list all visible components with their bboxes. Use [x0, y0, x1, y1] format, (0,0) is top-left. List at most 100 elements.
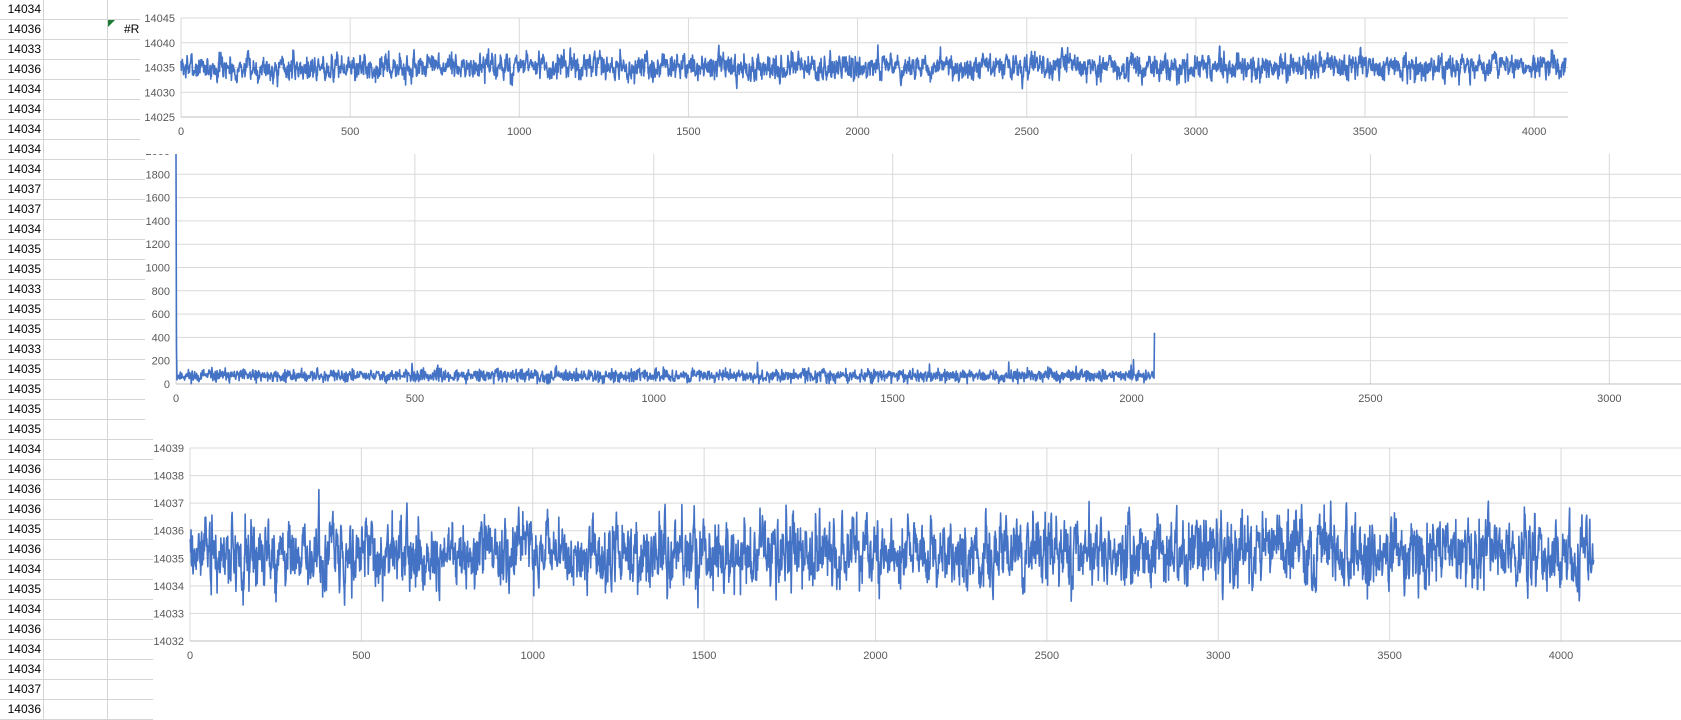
cell-b[interactable]: [44, 380, 108, 399]
sheet-row[interactable]: 14033: [0, 280, 160, 300]
cell-a[interactable]: 14036: [0, 620, 44, 639]
sheet-row[interactable]: 14036 #RI: [0, 20, 160, 40]
cell-a[interactable]: 14035: [0, 520, 44, 539]
cell-b[interactable]: [44, 100, 108, 119]
cell-a[interactable]: 14036: [0, 480, 44, 499]
cell-b[interactable]: [44, 640, 108, 659]
cell-a[interactable]: 14034: [0, 160, 44, 179]
sheet-row[interactable]: 14034: [0, 560, 160, 580]
cell-b[interactable]: [44, 60, 108, 79]
cell-b[interactable]: [44, 180, 108, 199]
sheet-row[interactable]: 14033: [0, 40, 160, 60]
sheet-row[interactable]: 14034: [0, 640, 160, 660]
cell-b[interactable]: [44, 480, 108, 499]
cell-a[interactable]: 14034: [0, 560, 44, 579]
sheet-row[interactable]: 14035: [0, 380, 160, 400]
cell-a[interactable]: 14035: [0, 580, 44, 599]
sheet-row[interactable]: 14034: [0, 140, 160, 160]
cell-b[interactable]: [44, 160, 108, 179]
cell-a[interactable]: 14036: [0, 60, 44, 79]
cell-b[interactable]: [44, 440, 108, 459]
cell-a[interactable]: 14035: [0, 300, 44, 319]
cell-b[interactable]: [44, 240, 108, 259]
cell-a[interactable]: 14034: [0, 100, 44, 119]
cell-b[interactable]: [44, 420, 108, 439]
sheet-row[interactable]: 14034: [0, 600, 160, 620]
sheet-row[interactable]: 14034: [0, 0, 160, 20]
cell-a[interactable]: 14036: [0, 20, 44, 39]
chart-bottom[interactable]: Titolo del grafico1403214033140341403514…: [153, 438, 1681, 720]
cell-b[interactable]: [44, 500, 108, 519]
sheet-row[interactable]: 14036: [0, 500, 160, 520]
cell-b[interactable]: [44, 660, 108, 679]
cell-a[interactable]: 14036: [0, 700, 44, 719]
cell-b[interactable]: [44, 680, 108, 699]
sheet-row[interactable]: 14035: [0, 400, 160, 420]
cell-a[interactable]: 14035: [0, 320, 44, 339]
cell-a[interactable]: 14037: [0, 180, 44, 199]
cell-b[interactable]: [44, 80, 108, 99]
sheet-row[interactable]: 14033: [0, 340, 160, 360]
cell-a[interactable]: 14033: [0, 340, 44, 359]
cell-b[interactable]: [44, 700, 108, 719]
cell-a[interactable]: 14035: [0, 400, 44, 419]
chart-middle[interactable]: 0 200 400 600 800 1000 1200 1400 1600 1800 2000 0 50…: [145, 154, 1681, 436]
cell-a[interactable]: 14035: [0, 260, 44, 279]
chart-top[interactable]: 14025 14030 14035 14040 14045 0 500 1000 1500 200…: [140, 0, 1681, 152]
sheet-row[interactable]: 14037: [0, 180, 160, 200]
cell-a[interactable]: 14035: [0, 360, 44, 379]
sheet-row[interactable]: 14034: [0, 160, 160, 180]
cell-a[interactable]: 14035: [0, 380, 44, 399]
cell-c[interactable]: #RI: [108, 20, 160, 39]
sheet-row[interactable]: 14035: [0, 580, 160, 600]
sheet-row[interactable]: 14035: [0, 520, 160, 540]
sheet-row[interactable]: 14034: [0, 660, 160, 680]
cell-b[interactable]: [44, 560, 108, 579]
cell-a[interactable]: 14036: [0, 460, 44, 479]
cell-a[interactable]: 14033: [0, 280, 44, 299]
cell-a[interactable]: 14035: [0, 240, 44, 259]
cell-a[interactable]: 14034: [0, 0, 44, 19]
sheet-row[interactable]: 14035: [0, 260, 160, 280]
sheet-row[interactable]: 14035: [0, 360, 160, 380]
cell-b[interactable]: [44, 400, 108, 419]
cell-b[interactable]: [44, 40, 108, 59]
cell-b[interactable]: [44, 120, 108, 139]
cell-b[interactable]: [44, 220, 108, 239]
cell-a[interactable]: 14034: [0, 140, 44, 159]
sheet-row[interactable]: 14034: [0, 440, 160, 460]
cell-b[interactable]: [44, 200, 108, 219]
cell-b[interactable]: [44, 580, 108, 599]
cell-a[interactable]: 14035: [0, 420, 44, 439]
sheet-row[interactable]: 14035: [0, 320, 160, 340]
sheet-row[interactable]: 14036: [0, 620, 160, 640]
cell-b[interactable]: [44, 300, 108, 319]
sheet-row[interactable]: 14034: [0, 120, 160, 140]
sheet-row[interactable]: 14036: [0, 700, 160, 720]
cell-b[interactable]: [44, 360, 108, 379]
sheet-row[interactable]: 14034: [0, 220, 160, 240]
cell-a[interactable]: 14037: [0, 680, 44, 699]
cell-b[interactable]: [44, 520, 108, 539]
cell-b[interactable]: [44, 260, 108, 279]
cell-b[interactable]: [44, 340, 108, 359]
cell-b[interactable]: [44, 600, 108, 619]
sheet-row[interactable]: 14037: [0, 680, 160, 700]
cell-b[interactable]: [44, 540, 108, 559]
sheet-row[interactable]: 14034: [0, 80, 160, 100]
cell-a[interactable]: 14034: [0, 600, 44, 619]
cell-a[interactable]: 14034: [0, 80, 44, 99]
cell-b[interactable]: [44, 20, 108, 39]
cell-b[interactable]: [44, 140, 108, 159]
sheet-row[interactable]: 14036: [0, 540, 160, 560]
sheet-row[interactable]: 14034: [0, 100, 160, 120]
cell-a[interactable]: 14034: [0, 440, 44, 459]
cell-b[interactable]: [44, 320, 108, 339]
cell-a[interactable]: 14034: [0, 640, 44, 659]
sheet-row[interactable]: 14035: [0, 300, 160, 320]
cell-a[interactable]: 14036: [0, 500, 44, 519]
sheet-row[interactable]: 14035: [0, 240, 160, 260]
sheet-row[interactable]: 14036: [0, 460, 160, 480]
sheet-row[interactable]: 14036: [0, 60, 160, 80]
cell-a[interactable]: 14034: [0, 120, 44, 139]
